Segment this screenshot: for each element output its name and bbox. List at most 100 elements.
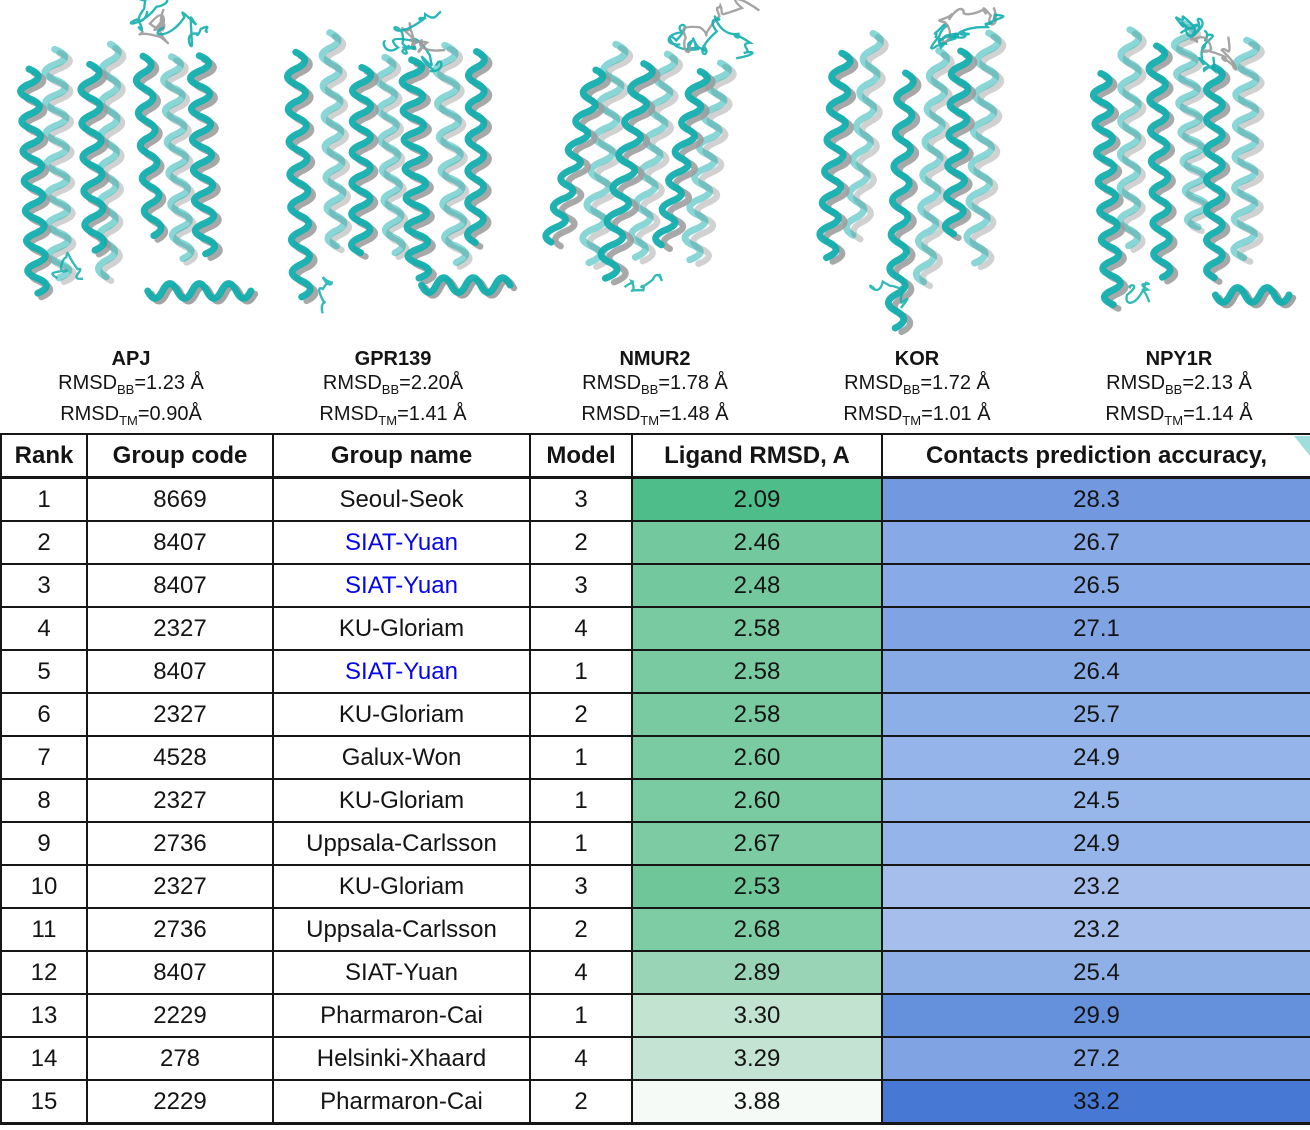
- group-name-cell: Galux-Won: [272, 735, 531, 780]
- ligand-rmsd-cell: 2.58: [631, 606, 883, 651]
- group-name-cell: SIAT-Yuan: [272, 563, 531, 608]
- table-row: 5 8407 SIAT-Yuan 1 2.58 26.4: [0, 649, 1310, 694]
- ligand-rmsd-cell: 2.46: [631, 520, 883, 565]
- rmsd-tm-line: RMSDTM=1.48 Å: [581, 403, 729, 428]
- contacts-accuracy-cell: 26.5: [881, 563, 1310, 608]
- group-code-cell: 8669: [86, 476, 274, 522]
- protein-panel-apj: APJ RMSDBB=1.23 Å RMSDTM=0.90Å: [0, 0, 262, 433]
- rmsd-bb-line: RMSDBB=1.23 Å: [58, 372, 204, 397]
- rank-cell: 14: [0, 1036, 88, 1081]
- rank-cell: 15: [0, 1079, 88, 1125]
- protein-structure-image: [542, 0, 761, 292]
- figure-edge-artifact: [1294, 436, 1310, 456]
- ligand-rmsd-cell: 3.29: [631, 1036, 883, 1081]
- contacts-accuracy-cell: 24.9: [881, 735, 1310, 780]
- ligand-rmsd-cell: 2.60: [631, 778, 883, 823]
- ligand-rmsd-cell: 2.89: [631, 950, 883, 995]
- contacts-accuracy-cell: 23.2: [881, 864, 1310, 909]
- model-cell: 1: [529, 821, 633, 866]
- header-rank: Rank: [0, 433, 88, 479]
- group-name-cell: Uppsala-Carlsson: [272, 821, 531, 866]
- model-cell: 1: [529, 649, 633, 694]
- rank-cell: 10: [0, 864, 88, 909]
- contacts-accuracy-cell: 24.9: [881, 821, 1310, 866]
- model-cell: 2: [529, 520, 633, 565]
- protein-structure-image: [816, 6, 1007, 336]
- protein-name: NMUR2: [619, 348, 691, 370]
- table-row: 15 2229 Pharmaron-Cai 2 3.88 33.2: [0, 1079, 1310, 1125]
- ligand-rmsd-cell: 3.88: [631, 1079, 883, 1125]
- rank-cell: 12: [0, 950, 88, 995]
- group-code-cell: 2327: [86, 692, 274, 737]
- contacts-accuracy-cell: 25.7: [881, 692, 1310, 737]
- rmsd-tm-line: RMSDTM=1.01 Å: [843, 403, 991, 428]
- protein-label: NMUR2 RMSDBB=1.78 Å RMSDTM=1.48 Å: [581, 347, 728, 433]
- contacts-accuracy-cell: 23.2: [881, 907, 1310, 952]
- group-name-cell: Seoul-Seok: [272, 476, 531, 522]
- protein-panel-nmur2: NMUR2 RMSDBB=1.78 Å RMSDTM=1.48 Å: [524, 0, 786, 433]
- contacts-accuracy-cell: 27.1: [881, 606, 1310, 651]
- header-group-code: Group code: [86, 433, 274, 479]
- ligand-rmsd-cell: 2.09: [631, 476, 883, 522]
- group-name-cell: Pharmaron-Cai: [272, 993, 531, 1038]
- table-row: 4 2327 KU-Gloriam 4 2.58 27.1: [0, 606, 1310, 651]
- contacts-accuracy-cell: 29.9: [881, 993, 1310, 1038]
- rank-cell: 11: [0, 907, 88, 952]
- rank-cell: 8: [0, 778, 88, 823]
- table-row: 1 8669 Seoul-Seok 3 2.09 28.3: [0, 476, 1310, 522]
- contacts-accuracy-cell: 26.7: [881, 520, 1310, 565]
- model-cell: 1: [529, 993, 633, 1038]
- group-name-cell: Helsinki-Xhaard: [272, 1036, 531, 1081]
- group-code-cell: 8407: [86, 950, 274, 995]
- rank-cell: 9: [0, 821, 88, 866]
- protein-label: KOR RMSDBB=1.72 Å RMSDTM=1.01 Å: [843, 347, 990, 433]
- group-name-cell: KU-Gloriam: [272, 864, 531, 909]
- table-row: 2 8407 SIAT-Yuan 2 2.46 26.7: [0, 520, 1310, 565]
- table-row: 6 2327 KU-Gloriam 2 2.58 25.7: [0, 692, 1310, 737]
- model-cell: 4: [529, 950, 633, 995]
- table-row: 13 2229 Pharmaron-Cai 1 3.30 29.9: [0, 993, 1310, 1038]
- ligand-rmsd-cell: 2.58: [631, 692, 883, 737]
- group-name-cell: KU-Gloriam: [272, 606, 531, 651]
- protein-name: GPR139: [354, 348, 432, 370]
- rmsd-tm-line: RMSDTM=0.90Å: [60, 403, 202, 428]
- protein-structure-image: [284, 10, 518, 314]
- ligand-rmsd-cell: 2.68: [631, 907, 883, 952]
- group-code-cell: 2327: [86, 864, 274, 909]
- header-ligand-rmsd: Ligand RMSD, A: [631, 433, 883, 479]
- rank-cell: 4: [0, 606, 88, 651]
- model-cell: 4: [529, 1036, 633, 1081]
- model-cell: 2: [529, 1079, 633, 1125]
- group-name-cell: Uppsala-Carlsson: [272, 907, 531, 952]
- protein-name: NPY1R: [1145, 348, 1213, 370]
- rank-cell: 1: [0, 476, 88, 522]
- protein-name: APJ: [111, 348, 151, 370]
- model-cell: 2: [529, 907, 633, 952]
- group-code-cell: 8407: [86, 563, 274, 608]
- group-code-cell: 278: [86, 1036, 274, 1081]
- protein-label: NPY1R RMSDBB=2.13 Å RMSDTM=1.14 Å: [1105, 347, 1252, 433]
- table-row: 3 8407 SIAT-Yuan 3 2.48 26.5: [0, 563, 1310, 608]
- table-row: 14 278 Helsinki-Xhaard 4 3.29 27.2: [0, 1036, 1310, 1081]
- group-code-cell: 8407: [86, 520, 274, 565]
- ligand-rmsd-cell: 2.60: [631, 735, 883, 780]
- group-code-cell: 8407: [86, 649, 274, 694]
- contacts-accuracy-cell: 24.5: [881, 778, 1310, 823]
- group-name-cell: Pharmaron-Cai: [272, 1079, 531, 1125]
- model-cell: 3: [529, 864, 633, 909]
- model-cell: 3: [529, 563, 633, 608]
- group-code-cell: 2229: [86, 1079, 274, 1125]
- protein-structure-image: [17, 0, 259, 305]
- contacts-accuracy-cell: 26.4: [881, 649, 1310, 694]
- ligand-rmsd-cell: 2.67: [631, 821, 883, 866]
- protein-figure-row: APJ RMSDBB=1.23 Å RMSDTM=0.90Å GPR139 RMSDBB…: [0, 0, 1310, 433]
- header-contacts-accuracy: Contacts prediction accuracy,: [881, 433, 1310, 479]
- results-table: Rank Group code Group name Model Ligand …: [0, 433, 1310, 1125]
- protein-name: KOR: [894, 348, 940, 370]
- table-row: 9 2736 Uppsala-Carlsson 1 2.67 24.9: [0, 821, 1310, 866]
- table-row: 7 4528 Galux-Won 1 2.60 24.9: [0, 735, 1310, 780]
- rank-cell: 7: [0, 735, 88, 780]
- ligand-rmsd-cell: 3.30: [631, 993, 883, 1038]
- group-code-cell: 4528: [86, 735, 274, 780]
- protein-label: APJ RMSDBB=1.23 Å RMSDTM=0.90Å: [58, 347, 204, 433]
